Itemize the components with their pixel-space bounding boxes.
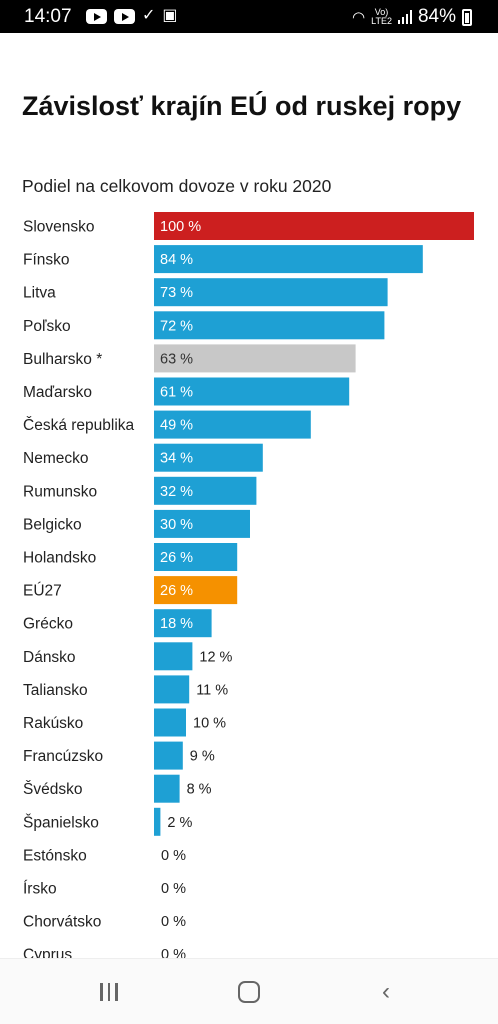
value-label: 61 % [160, 385, 193, 401]
category-label: Holandsko [23, 550, 96, 567]
bar[interactable] [154, 675, 190, 704]
bar[interactable] [154, 443, 263, 472]
broom-icon: ✓ [142, 7, 156, 24]
category-label: Litva [23, 285, 56, 302]
bar[interactable] [154, 807, 161, 836]
category-label: Grécko [23, 616, 73, 633]
bar-chart-svg: Slovensko 100 % Fínsko 84 % Litva 73 % Poľsko 7… [23, 212, 474, 960]
value-label: 63 % [160, 351, 193, 367]
value-label: 11 % [196, 682, 228, 698]
bar[interactable] [154, 311, 385, 340]
signal-icon [397, 10, 412, 24]
back-icon[interactable]: ‹ [382, 978, 390, 1005]
navigation-bar: ‹ [0, 958, 498, 1024]
category-label: Francúzsko [23, 748, 103, 765]
status-time: 14:07 [24, 6, 72, 27]
bar[interactable] [154, 609, 212, 638]
system-icons: ◠ Vo) LTE2 84% [352, 6, 472, 28]
value-label: 0 % [161, 914, 186, 930]
category-label: Španielsko [23, 814, 99, 831]
volte-icon: Vo) LTE2 [371, 7, 392, 26]
category-label: EÚ27 [23, 583, 62, 600]
value-label: 9 % [190, 749, 215, 765]
bar[interactable] [154, 278, 388, 307]
category-label: Fínsko [23, 252, 70, 269]
value-label: 72 % [160, 318, 193, 334]
category-label: Nemecko [23, 450, 88, 467]
bar[interactable] [154, 212, 474, 240]
wifi-icon: ◠ [352, 9, 366, 26]
chart-title: Závislosť krajín EÚ od ruskej ropy [22, 91, 462, 121]
category-label: Rumunsko [23, 483, 97, 500]
category-label: Slovensko [23, 219, 95, 236]
category-label: Chorvátsko [23, 914, 101, 931]
bar[interactable] [154, 476, 257, 505]
category-label: Poľsko [23, 318, 71, 335]
category-label: Belgicko [23, 516, 82, 533]
category-label: Cyprus [23, 947, 72, 960]
category-label: Bulharsko * [23, 351, 102, 368]
value-label: 8 % [187, 782, 212, 798]
category-label: Taliansko [23, 682, 88, 699]
youtube-icon [114, 8, 135, 24]
image-icon: ▣ [162, 7, 178, 24]
value-label: 2 % [167, 815, 192, 831]
category-label: Maďarsko [23, 384, 92, 401]
youtube-icon [86, 8, 107, 24]
network-type: LTE2 [371, 16, 392, 26]
category-label: Estónsko [23, 847, 87, 864]
value-label: 34 % [160, 451, 193, 467]
bar[interactable] [154, 741, 183, 770]
bar[interactable] [154, 509, 250, 538]
bar-chart[interactable]: Slovensko 100 % Fínsko 84 % Litva 73 % Poľsko 7… [0, 208, 498, 960]
value-label: 18 % [160, 616, 193, 632]
battery-icon [462, 8, 472, 26]
value-label: 73 % [160, 285, 193, 301]
chart-subtitle: Podiel na celkovom dovoze v roku 2020 [22, 176, 332, 196]
status-bar: 14:07 ✓ ▣ ◠ Vo) LTE2 84% [0, 0, 498, 33]
value-label: 0 % [161, 947, 186, 960]
bar[interactable] [154, 410, 311, 439]
bar[interactable] [154, 708, 186, 737]
value-label: 30 % [160, 517, 193, 533]
bar[interactable] [154, 344, 356, 373]
value-label: 100 % [160, 219, 201, 235]
value-label: 32 % [160, 484, 193, 500]
value-label: 12 % [199, 649, 232, 665]
battery-percentage: 84% [417, 6, 456, 27]
value-label: 0 % [161, 848, 186, 864]
value-label: 26 % [160, 583, 193, 599]
recents-icon[interactable] [100, 983, 118, 1001]
value-label: 10 % [193, 716, 226, 732]
category-label: Írsko [23, 881, 57, 898]
bar[interactable] [154, 543, 238, 571]
category-label: Švédsko [23, 781, 82, 798]
bar[interactable] [154, 377, 350, 406]
category-label: Rakúsko [23, 715, 83, 732]
value-label: 0 % [161, 881, 186, 897]
value-label: 26 % [160, 550, 193, 566]
bar[interactable] [154, 642, 193, 671]
category-label: Dánsko [23, 649, 76, 666]
value-label: 49 % [160, 418, 193, 434]
home-icon[interactable] [238, 981, 260, 1003]
value-label: 84 % [160, 252, 193, 268]
bar[interactable] [154, 576, 238, 605]
bar[interactable] [154, 774, 180, 803]
bar[interactable] [154, 245, 423, 274]
notification-icons: ✓ ▣ [86, 8, 178, 24]
category-label: Česká republika [23, 417, 135, 434]
